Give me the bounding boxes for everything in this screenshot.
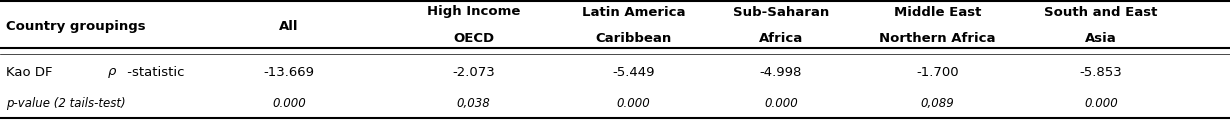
- Text: -2.073: -2.073: [453, 66, 494, 78]
- Text: Caribbean: Caribbean: [595, 32, 672, 45]
- Text: All: All: [279, 20, 299, 33]
- Text: -1.700: -1.700: [916, 66, 958, 78]
- Text: Country groupings: Country groupings: [6, 20, 146, 33]
- Text: -13.669: -13.669: [263, 66, 315, 78]
- Text: ρ: ρ: [108, 66, 117, 78]
- Text: Northern Africa: Northern Africa: [879, 32, 995, 45]
- Text: High Income: High Income: [427, 6, 520, 18]
- Text: Africa: Africa: [759, 32, 803, 45]
- Text: 0.000: 0.000: [272, 97, 306, 110]
- Text: -5.449: -5.449: [613, 66, 654, 78]
- Text: Middle East: Middle East: [893, 6, 982, 18]
- Text: p-value (2 tails-test): p-value (2 tails-test): [6, 97, 125, 110]
- Text: Sub-Saharan: Sub-Saharan: [733, 6, 829, 18]
- Text: 0,038: 0,038: [456, 97, 491, 110]
- Text: Latin America: Latin America: [582, 6, 685, 18]
- Text: 0.000: 0.000: [1084, 97, 1118, 110]
- Text: 0.000: 0.000: [616, 97, 651, 110]
- Text: -5.853: -5.853: [1080, 66, 1122, 78]
- Text: Kao DF: Kao DF: [6, 66, 57, 78]
- Text: Asia: Asia: [1085, 32, 1117, 45]
- Text: 0,089: 0,089: [920, 97, 954, 110]
- Text: South and East: South and East: [1044, 6, 1157, 18]
- Text: OECD: OECD: [453, 32, 494, 45]
- Text: -4.998: -4.998: [760, 66, 802, 78]
- Text: -statistic: -statistic: [123, 66, 184, 78]
- Text: 0.000: 0.000: [764, 97, 798, 110]
